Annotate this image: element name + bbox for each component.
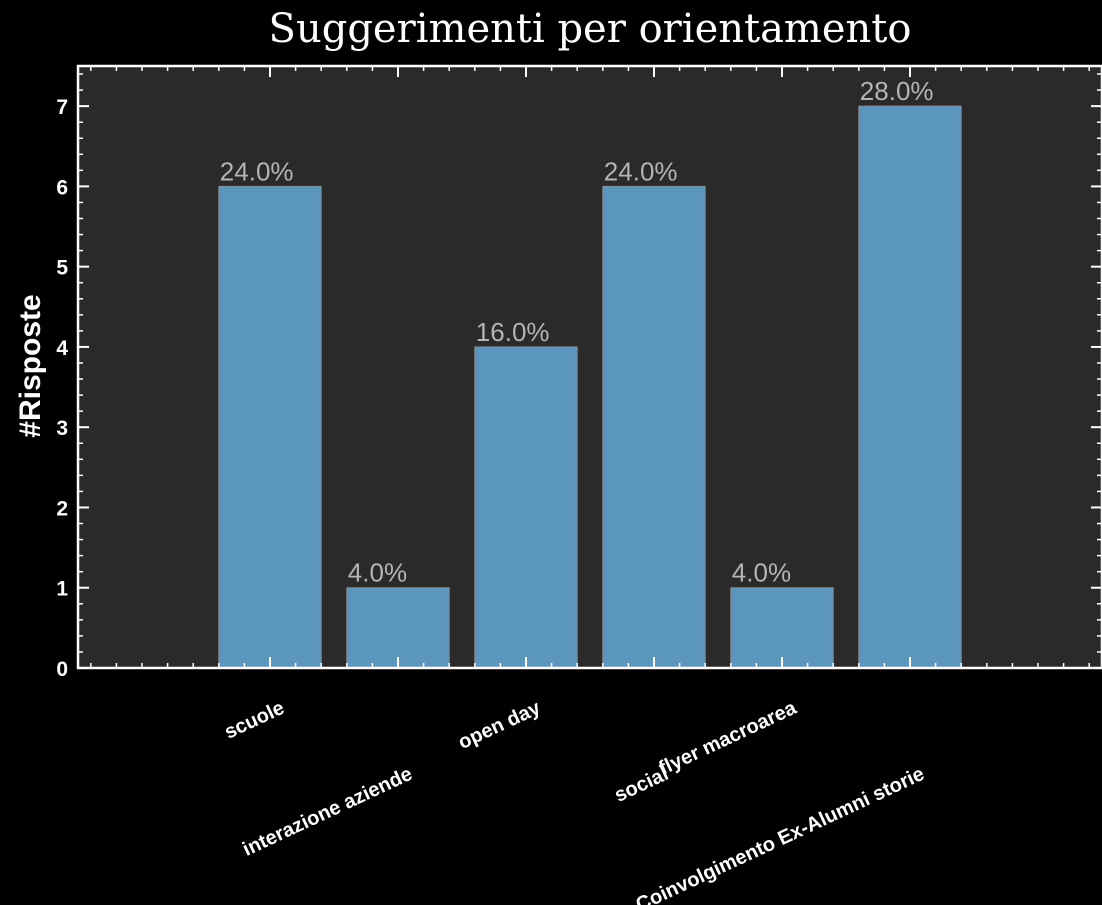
bar-data-label: 24.0%	[604, 156, 678, 186]
y-tick-labels: 0 1 2 3 4 5 6 7	[56, 96, 68, 681]
bar	[602, 185, 706, 669]
y-tick-label: 4	[56, 337, 68, 360]
y-tick-label: 5	[56, 257, 68, 280]
y-tick-label: 0	[56, 658, 68, 681]
bar-data-label: 4.0%	[732, 558, 791, 588]
chart-title: Suggerimenti per orientamento	[269, 6, 912, 52]
bar	[218, 185, 322, 669]
bar	[346, 587, 450, 669]
bar	[858, 105, 962, 669]
y-tick-label: 2	[56, 497, 68, 520]
y-tick-label: 6	[56, 176, 68, 199]
bar-data-label: 16.0%	[476, 317, 550, 347]
data-labels-group: 24.0% 4.0% 16.0% 24.0% 4.0% 28.0%	[220, 76, 934, 588]
y-tick-label: 7	[56, 96, 68, 119]
bar-data-label: 4.0%	[348, 558, 407, 588]
y-tick-label: 3	[56, 417, 68, 440]
bars-group	[218, 105, 962, 669]
y-axis-label: #Risposte	[14, 294, 47, 437]
axes-frame	[76, 64, 1102, 670]
bar	[474, 346, 578, 669]
bar-data-label: 28.0%	[860, 76, 934, 106]
bar	[730, 587, 834, 669]
y-tick-label: 1	[56, 578, 68, 601]
bar-data-label: 24.0%	[220, 156, 294, 186]
